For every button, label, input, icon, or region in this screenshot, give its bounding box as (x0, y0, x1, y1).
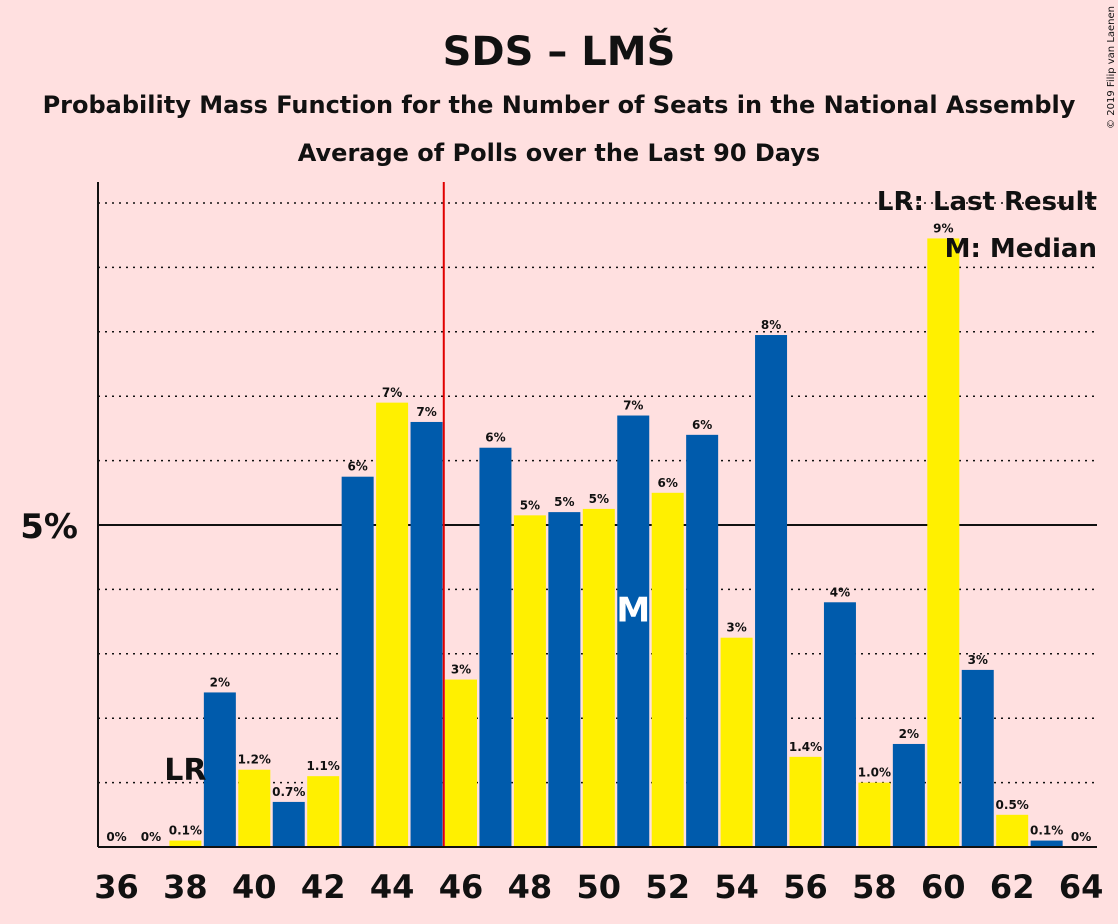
legend-median: M: Median (945, 234, 1097, 264)
bar-47 (479, 447, 512, 847)
bars (169, 238, 1063, 848)
x-tick-label-56: 56 (783, 868, 828, 906)
x-tick-label-42: 42 (301, 868, 346, 906)
bar-42 (307, 776, 340, 847)
data-label-49: 5% (554, 495, 574, 509)
bar-60 (927, 238, 960, 848)
x-tick-label-62: 62 (990, 868, 1035, 906)
data-label-48: 5% (520, 498, 540, 512)
data-label-39: 2% (210, 675, 230, 689)
x-tick-label-36: 36 (94, 868, 139, 906)
bar-44 (376, 402, 409, 847)
bar-61 (961, 669, 994, 847)
x-tick-label-58: 58 (852, 868, 897, 906)
data-label-41: 0.7% (272, 785, 305, 799)
data-label-46: 3% (451, 663, 471, 677)
data-label-53: 6% (692, 418, 712, 432)
axes: 36 38 40 42 44 46 48 50 52 54 56 58 60 62 64 5% (20, 182, 1103, 906)
data-label-42: 1.1% (307, 759, 340, 773)
bar-41 (272, 801, 305, 847)
data-label-36: 0% (106, 830, 126, 844)
bar-39 (203, 692, 236, 847)
bar-38 (169, 840, 202, 847)
bar-53 (686, 434, 719, 847)
bar-59 (892, 743, 925, 847)
bar-51 (617, 415, 650, 847)
data-label-44: 7% (382, 386, 402, 400)
data-label-55: 8% (761, 318, 781, 332)
data-label-43: 6% (347, 460, 367, 474)
data-label-56: 1.4% (789, 740, 822, 754)
data-label-57: 4% (830, 585, 850, 599)
data-label-54: 3% (726, 621, 746, 635)
x-tick-label-40: 40 (232, 868, 277, 906)
bar-52 (651, 492, 684, 847)
x-tick-label-50: 50 (577, 868, 622, 906)
data-labels: 0% 0% 0.1% 2% 1.2% 0.7%1.1% 6% 7% 7% 3% 6% 5% 5% 5% 7%… (106, 221, 1091, 844)
copyright-text: © 2019 Filip van Laenen (1106, 6, 1117, 129)
x-tick-label-46: 46 (439, 868, 484, 906)
bar-57 (823, 602, 856, 847)
data-label-38: 0.1% (169, 824, 202, 838)
data-label-59: 2% (899, 727, 919, 741)
data-label-60: 9% (933, 221, 953, 235)
data-label-61: 3% (968, 653, 988, 667)
bar-45 (410, 421, 443, 847)
y-tick-label: 5% (20, 507, 78, 547)
data-label-37: 0% (141, 830, 161, 844)
data-label-51: 7% (623, 399, 643, 413)
bar-46 (445, 679, 477, 847)
x-tick-label-48: 48 (508, 868, 553, 906)
chart-subtitle-2: Average of Polls over the Last 90 Days (298, 139, 820, 167)
median-marker: M (616, 591, 650, 631)
bar-55 (755, 335, 788, 847)
data-label-58: 1.0% (858, 766, 891, 780)
data-label-62: 0.5% (996, 798, 1029, 812)
data-label-63: 0.1% (1030, 824, 1063, 838)
data-label-50: 5% (589, 492, 609, 506)
bar-63 (1030, 840, 1063, 847)
last-result-marker: LR (164, 753, 206, 788)
bar-54 (720, 637, 753, 847)
bar-56 (789, 756, 822, 847)
bar-40 (238, 769, 271, 847)
bar-50 (582, 508, 615, 847)
x-tick-label-60: 60 (921, 868, 966, 906)
x-tick-label-44: 44 (370, 868, 415, 906)
x-tick-label-52: 52 (645, 868, 690, 906)
chart-subtitle: Probability Mass Function for the Number… (43, 91, 1076, 119)
data-label-40: 1.2% (238, 753, 271, 767)
data-label-45: 7% (416, 405, 436, 419)
bar-48 (513, 515, 546, 847)
x-tick-label-64: 64 (1059, 868, 1104, 906)
legend-last-result: LR: Last Result (877, 187, 1097, 217)
bar-49 (548, 512, 581, 847)
data-label-64: 0% (1071, 830, 1091, 844)
data-label-52: 6% (658, 476, 678, 490)
data-label-47: 6% (485, 431, 505, 445)
bar-62 (996, 814, 1029, 847)
x-tick-label-38: 38 (163, 868, 208, 906)
bar-58 (858, 782, 891, 847)
x-tick-label-54: 54 (714, 868, 759, 906)
chart-title: SDS – LMŠ (443, 27, 676, 75)
bar-43 (341, 476, 374, 847)
